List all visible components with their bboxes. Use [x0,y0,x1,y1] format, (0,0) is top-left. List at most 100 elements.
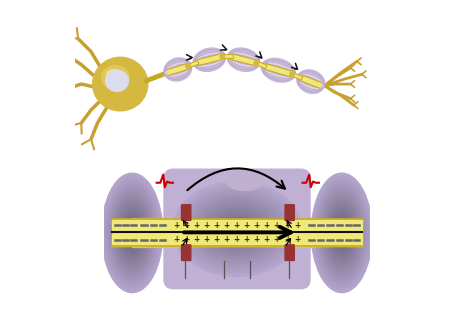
Text: +: + [213,221,219,230]
Text: +: + [173,221,179,230]
Ellipse shape [333,215,351,251]
Ellipse shape [262,58,295,82]
Ellipse shape [324,197,360,269]
Ellipse shape [181,187,293,271]
Text: +: + [294,235,300,244]
Ellipse shape [192,196,282,261]
Ellipse shape [316,182,368,284]
Ellipse shape [131,230,134,236]
Ellipse shape [318,185,366,281]
Text: +: + [233,221,239,230]
Ellipse shape [165,62,190,77]
Ellipse shape [331,212,353,254]
Ellipse shape [328,206,356,260]
Ellipse shape [210,211,264,247]
Ellipse shape [117,203,147,263]
Ellipse shape [92,57,148,111]
Ellipse shape [334,218,349,248]
Text: +: + [203,221,210,230]
Ellipse shape [101,173,163,293]
Bar [132,218,172,248]
Text: +: + [284,221,290,230]
Text: +: + [223,221,229,230]
Text: +: + [244,235,250,244]
Ellipse shape [173,181,301,276]
Ellipse shape [311,173,373,293]
Ellipse shape [125,218,140,248]
Text: +: + [193,221,199,230]
Ellipse shape [121,212,143,254]
Ellipse shape [196,199,278,259]
FancyBboxPatch shape [186,245,191,261]
Ellipse shape [129,227,135,239]
Ellipse shape [340,230,343,236]
Text: +: + [203,235,210,244]
Ellipse shape [118,206,146,260]
Ellipse shape [123,215,141,251]
Ellipse shape [105,179,160,287]
Ellipse shape [313,176,371,289]
Ellipse shape [177,184,297,273]
Ellipse shape [339,228,344,238]
Ellipse shape [339,227,345,239]
FancyBboxPatch shape [186,205,191,220]
FancyBboxPatch shape [182,205,186,220]
Text: +: + [223,235,229,244]
Ellipse shape [322,194,362,272]
Ellipse shape [218,217,256,241]
Ellipse shape [103,176,161,289]
Text: +: + [173,235,179,244]
Ellipse shape [336,221,348,245]
Ellipse shape [199,202,275,255]
Ellipse shape [222,220,252,238]
Bar [275,218,315,248]
Text: +: + [264,235,270,244]
Ellipse shape [109,188,155,278]
Ellipse shape [195,52,224,67]
Ellipse shape [184,190,290,267]
Text: +: + [254,235,260,244]
Ellipse shape [188,193,286,265]
Ellipse shape [128,224,137,242]
Ellipse shape [112,194,152,272]
Ellipse shape [130,228,135,238]
Ellipse shape [193,48,226,72]
Ellipse shape [228,48,260,72]
Ellipse shape [320,191,363,275]
Ellipse shape [108,185,156,281]
FancyBboxPatch shape [285,205,290,220]
FancyBboxPatch shape [290,245,294,261]
Bar [112,219,362,246]
Text: +: + [273,235,280,244]
Ellipse shape [229,52,258,67]
Ellipse shape [207,208,267,250]
Ellipse shape [319,188,365,278]
Ellipse shape [114,197,150,269]
Text: +: + [264,221,270,230]
Text: +: + [254,221,260,230]
Text: +: + [183,221,189,230]
Ellipse shape [106,182,158,284]
Ellipse shape [107,69,121,83]
Ellipse shape [263,62,294,78]
Text: +: + [213,235,219,244]
Ellipse shape [299,74,323,89]
Ellipse shape [327,203,357,263]
Text: +: + [294,221,300,230]
Ellipse shape [220,54,225,59]
Ellipse shape [126,221,138,245]
Ellipse shape [255,60,259,66]
Ellipse shape [106,70,128,91]
Ellipse shape [111,191,154,275]
Ellipse shape [337,224,346,242]
Ellipse shape [297,70,325,93]
Text: +: + [233,235,239,244]
FancyBboxPatch shape [182,245,186,261]
Ellipse shape [226,223,248,235]
Ellipse shape [214,214,260,244]
Ellipse shape [227,172,264,191]
FancyBboxPatch shape [164,169,310,289]
Ellipse shape [101,66,129,90]
Text: +: + [193,235,199,244]
FancyBboxPatch shape [290,205,294,220]
